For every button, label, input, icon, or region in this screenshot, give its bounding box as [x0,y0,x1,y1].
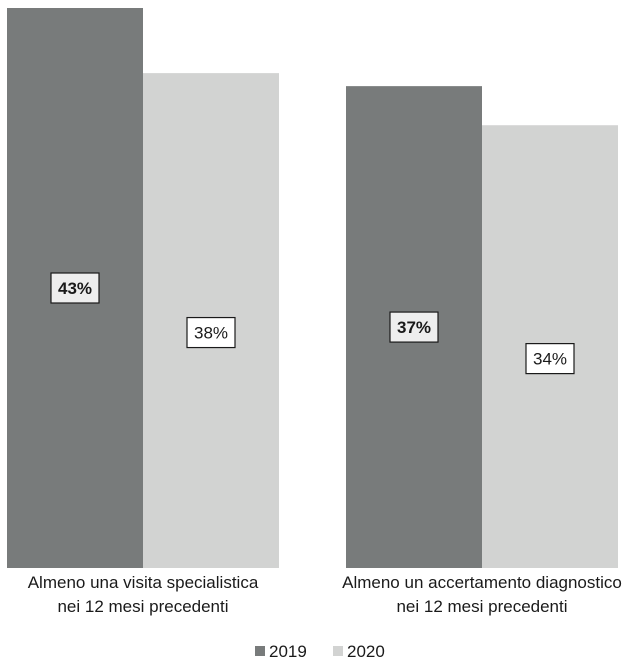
category-label-2-line-2: nei 12 mesi precedenti [396,597,567,616]
value-label-text: 43% [58,279,92,298]
legend-label-2020: 2020 [347,642,385,661]
value-label-2020-cat1: 38% [186,316,236,349]
value-labels-layer: 43% 37% 38% 34% [50,272,575,375]
legend-swatch-2019 [255,646,265,656]
value-label-text: 38% [194,324,228,343]
category-label-1-line-2: nei 12 mesi precedenti [57,597,228,616]
value-label-text: 37% [397,318,431,337]
value-label-2019-cat1: 43% [50,272,100,304]
value-label-box [50,272,100,304]
value-label-box [525,343,575,375]
category-labels-layer: Almeno una visita specialistica nei 12 me… [28,573,622,616]
value-label-text: 34% [533,350,567,369]
category-label-1-line-1: Almeno una visita specialistica [28,573,259,592]
value-label-2019-cat2: 37% [389,311,439,343]
category-label-2-line-1: Almeno un accertamento diagnostico [342,573,622,592]
legend: 2019 2020 [255,642,385,661]
value-label-box [186,316,236,349]
value-label-2020-cat2: 34% [525,343,575,375]
legend-swatch-2020 [333,646,343,656]
value-label-box [389,311,439,343]
legend-label-2019: 2019 [269,642,307,661]
